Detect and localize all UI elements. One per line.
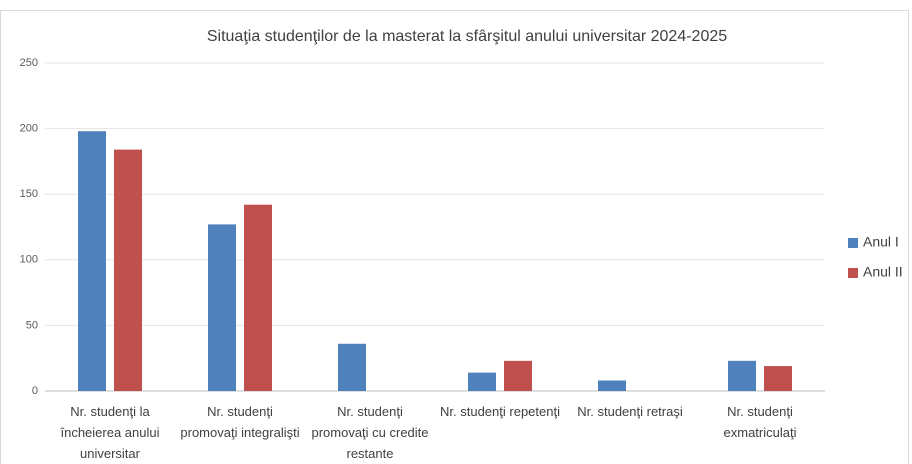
chart-border (0, 10, 909, 464)
bar (114, 149, 142, 391)
bar (598, 380, 626, 391)
legend-label: Anul I (863, 234, 899, 250)
bar (78, 131, 106, 391)
legend-label: Anul II (863, 264, 903, 280)
y-tick-label: 150 (20, 188, 38, 200)
bar (764, 366, 792, 391)
legend-swatch (848, 268, 858, 278)
y-tick-label: 0 (32, 385, 38, 397)
x-tick-label: Nr. studenţi retraşi (577, 404, 683, 419)
bar (244, 204, 272, 391)
x-tick-label: Nr. studenţi la încheierea anului univer… (60, 404, 160, 461)
y-tick-label: 200 (20, 123, 38, 135)
bar (208, 224, 236, 391)
x-tick-label: Nr. studenţi repetenţi (440, 404, 560, 419)
bar (728, 360, 756, 391)
bar (468, 372, 496, 391)
chart-title: Situaţia studenţilor de la masterat la s… (207, 28, 727, 45)
y-tick-label: 250 (20, 57, 38, 69)
y-tick-label: 100 (20, 254, 38, 266)
bar (504, 360, 532, 391)
y-tick-label: 50 (26, 319, 38, 331)
bar (338, 343, 366, 391)
x-tick-label: Nr. studenţi promovaţi integralişti (180, 404, 300, 440)
x-tick-label: Nr. studenţi exmatriculaţi (723, 404, 797, 440)
x-tick-label: Nr. studenţi promovaţi cu credite restan… (311, 404, 429, 461)
legend-swatch (848, 238, 858, 248)
